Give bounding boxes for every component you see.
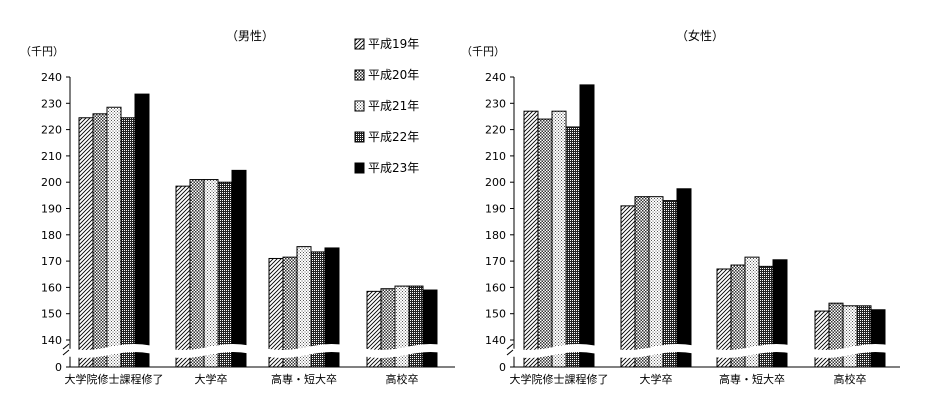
x-category-label: 高校卒 — [834, 372, 867, 386]
y-tick-label: 160 — [485, 281, 506, 294]
chart-panel-1: （男性） （千円） 240 230 220 210 200 190 180 170 160 150 14… — [20, 29, 455, 386]
x-category-label: 高校卒 — [386, 372, 419, 386]
x-category-label: 高専・短大卒 — [719, 372, 785, 386]
x-category-label: 大学院修士課程修了 — [65, 372, 164, 386]
bar-2-1 — [175, 185, 191, 368]
bar-4-4 — [856, 305, 872, 368]
y-tick-label: 230 — [41, 97, 62, 110]
legend-label-4: 平成22年 — [368, 130, 419, 144]
legend-swatch-3 — [354, 100, 365, 112]
bar-1-3 — [551, 110, 567, 368]
bar-1-1 — [523, 110, 539, 368]
bar-1-2 — [92, 113, 108, 368]
y-tick-label: 150 — [41, 308, 62, 321]
y-tick-label: 210 — [485, 150, 506, 163]
y-tick-label: 200 — [41, 176, 62, 189]
y-tick-label: 220 — [41, 124, 62, 137]
y-tick-label: 220 — [485, 124, 506, 137]
bar-2-2 — [634, 196, 650, 368]
legend-swatch-4 — [354, 131, 365, 143]
bar-2-1 — [620, 205, 636, 368]
x-category-label: 大学卒 — [195, 372, 228, 386]
y-tick-label: 150 — [485, 308, 506, 321]
bar-3-5 — [324, 247, 340, 368]
legend-label-1: 平成19年 — [368, 37, 419, 51]
bar-2-5 — [231, 169, 247, 368]
bar-2-4 — [662, 200, 678, 368]
y-tick-label: 180 — [41, 229, 62, 242]
y-tick-label-zero: 0 — [55, 361, 62, 374]
axis-break-band — [504, 344, 900, 358]
bar-4-4 — [408, 285, 424, 368]
legend-swatch-2 — [354, 69, 365, 81]
y-axis-unit-label: （千円） — [461, 45, 505, 58]
legend-label-2: 平成20年 — [368, 68, 419, 82]
y-tick-label: 210 — [41, 150, 62, 163]
y-tick-label: 170 — [485, 255, 506, 268]
bar-3-5 — [772, 259, 788, 368]
bar-1-4 — [120, 117, 136, 368]
bar-4-1 — [814, 310, 830, 368]
bar-4-3 — [842, 305, 858, 368]
bar-2-3 — [203, 179, 219, 368]
x-category-label: 高専・短大卒 — [271, 372, 337, 386]
bar-2-2 — [189, 179, 205, 368]
chart-panel-2: （女性） （千円） 240 230 220 210 200 190 180 170 160 150 14… — [461, 28, 900, 386]
bar-4-5 — [870, 309, 886, 368]
bar-1-5 — [134, 93, 150, 368]
y-axis-unit-label: （千円） — [20, 45, 64, 58]
y-tick-label: 230 — [485, 97, 506, 110]
x-category-label: 大学卒 — [640, 372, 673, 386]
bar-1-5 — [579, 84, 595, 368]
bar-1-4 — [565, 126, 581, 368]
y-tick-label: 170 — [41, 255, 62, 268]
legend-swatch-5 — [354, 162, 365, 174]
chart-title: （女性） — [676, 28, 724, 43]
legend-label-3: 平成21年 — [368, 99, 419, 113]
bar-1-3 — [106, 106, 122, 368]
axis-break-mark — [506, 343, 514, 356]
legend-label-5: 平成23年 — [368, 161, 419, 175]
y-tick-label: 190 — [41, 203, 62, 216]
y-tick-label-zero: 0 — [499, 361, 506, 374]
y-tick-label: 140 — [485, 334, 506, 347]
y-tick-label: 240 — [485, 71, 506, 84]
y-tick-label: 200 — [485, 176, 506, 189]
y-tick-label: 140 — [41, 334, 62, 347]
y-tick-label: 190 — [485, 203, 506, 216]
y-tick-label: 180 — [485, 229, 506, 242]
axis-break-band — [60, 344, 455, 358]
y-tick-label: 240 — [41, 71, 62, 84]
bar-1-1 — [78, 117, 94, 368]
bar-1-2 — [537, 118, 553, 368]
bar-4-5 — [422, 289, 438, 368]
legend-swatch-1 — [354, 38, 365, 50]
x-category-label: 大学院修士課程修了 — [510, 372, 609, 386]
axis-break-mark — [62, 343, 70, 356]
chart-title: （男性） — [226, 29, 274, 43]
y-tick-label: 160 — [41, 281, 62, 294]
bar-2-4 — [217, 181, 233, 368]
bar-2-3 — [648, 196, 664, 368]
bar-2-5 — [676, 188, 692, 368]
